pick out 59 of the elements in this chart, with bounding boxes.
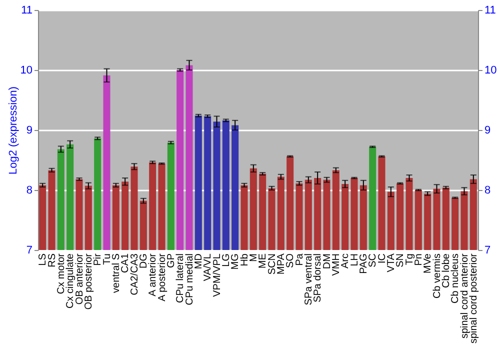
x-tick-label: Cx cingulate	[65, 253, 76, 309]
x-tick-label: Pa	[294, 253, 306, 266]
y2-tick-label: 11	[484, 4, 496, 16]
x-tick-label: MPA	[276, 253, 287, 274]
x-tick-label: Arc	[340, 254, 352, 268]
x-tick-label: Cb lobe	[440, 253, 452, 288]
x-tick-label: DG	[138, 253, 150, 268]
x-tick-label: LG	[220, 253, 232, 267]
x-tick-label: SN	[395, 254, 406, 268]
x-tick-label: SPa dorsal	[312, 254, 324, 302]
x-tick-label: ME	[258, 253, 269, 268]
x-tick-label: VTA	[386, 253, 397, 272]
x-tick-label: Cb vermis	[432, 254, 443, 299]
y-tick-label: 11	[21, 4, 32, 16]
x-tick-label: MG	[230, 253, 242, 270]
x-tick-label: Hb	[239, 253, 250, 266]
y-tick-label: 7	[26, 244, 32, 256]
x-tick-label: MVe	[422, 253, 434, 274]
x-tick-label: spinal cord posterior	[468, 252, 480, 344]
x-tick-label: Pir	[92, 252, 104, 266]
x-tick-label: spinal cord anterior	[459, 252, 470, 339]
x-tick-label: CA1	[120, 253, 132, 273]
x-tick-label: MD	[193, 254, 204, 270]
y-tick-label: 9	[26, 124, 32, 136]
x-tick-label: SCN	[266, 254, 278, 275]
x-tick-label: GP	[166, 253, 177, 268]
x-tick-label: DM	[322, 254, 333, 270]
x-tick-label: VA/VL	[202, 253, 214, 282]
x-tick-label: LH	[349, 254, 360, 266]
y-tick-label: 8	[26, 184, 32, 196]
y2-tick-label: 10	[484, 64, 497, 76]
x-tick-label: OB anterior	[74, 252, 86, 305]
x-tick-label: A posterior	[156, 252, 168, 302]
x-tick-label: Tg	[404, 254, 416, 266]
y-tick-label: 10	[20, 64, 32, 76]
x-tick-label: ventral S	[110, 253, 122, 293]
y2-tick-label: 7	[484, 244, 491, 256]
x-tick-label: VMH	[330, 254, 342, 276]
x-tick-label: Cx motor	[56, 252, 67, 294]
x-tick-label: SPa ventral	[303, 254, 314, 306]
x-tick-label: SO	[285, 253, 296, 268]
y-axis-title: Log2 (expression)	[7, 86, 20, 175]
x-tick-label: Pn	[413, 254, 424, 266]
y2-tick-label: 9	[484, 124, 491, 136]
x-tick-label: M	[248, 254, 260, 262]
x-tick-label: IC	[376, 254, 388, 264]
x-tick-label: VPM/VPL	[212, 253, 223, 297]
x-tick-label: CA2/CA3	[129, 253, 140, 296]
x-tick-label: Cb nucleus	[450, 254, 462, 304]
x-tick-label: SC	[368, 254, 379, 268]
y2-tick-label: 8	[484, 184, 491, 196]
x-tick-label: Tu	[102, 254, 113, 265]
x-tick-label: PAG	[358, 253, 370, 274]
x-tick-label: CPu lateral	[175, 254, 186, 303]
x-tick-label: A anterior	[148, 252, 159, 296]
x-tick-label: CPu medial	[184, 254, 196, 306]
x-tick-label: OB posterior	[83, 252, 94, 310]
x-tick-label: LS	[38, 253, 49, 266]
x-tick-label: RS	[46, 253, 58, 268]
